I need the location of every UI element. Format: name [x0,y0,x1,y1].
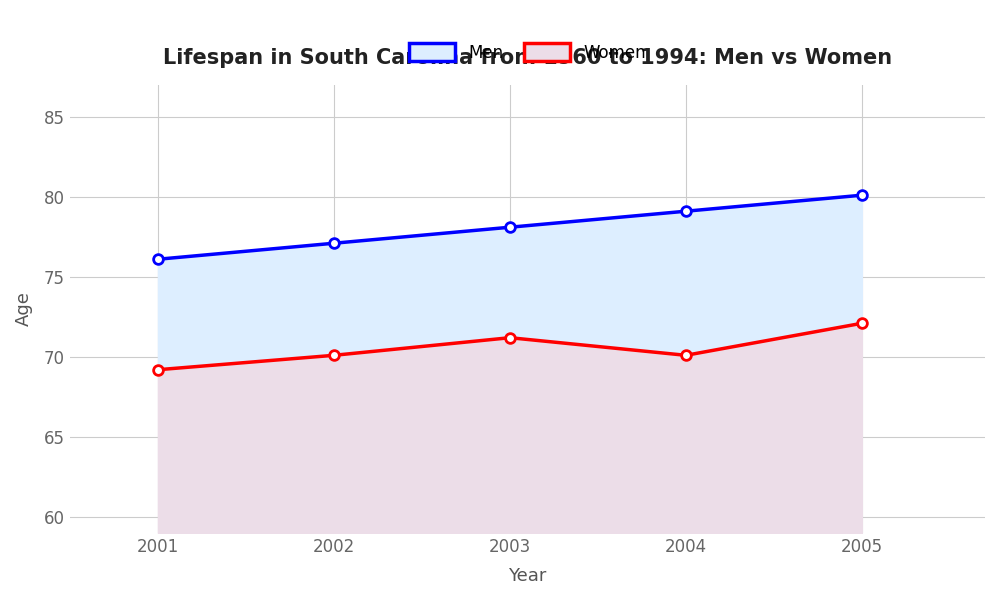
X-axis label: Year: Year [508,567,547,585]
Y-axis label: Age: Age [15,292,33,326]
Title: Lifespan in South Carolina from 1960 to 1994: Men vs Women: Lifespan in South Carolina from 1960 to … [163,48,892,68]
Legend: Men, Women: Men, Women [400,35,655,70]
